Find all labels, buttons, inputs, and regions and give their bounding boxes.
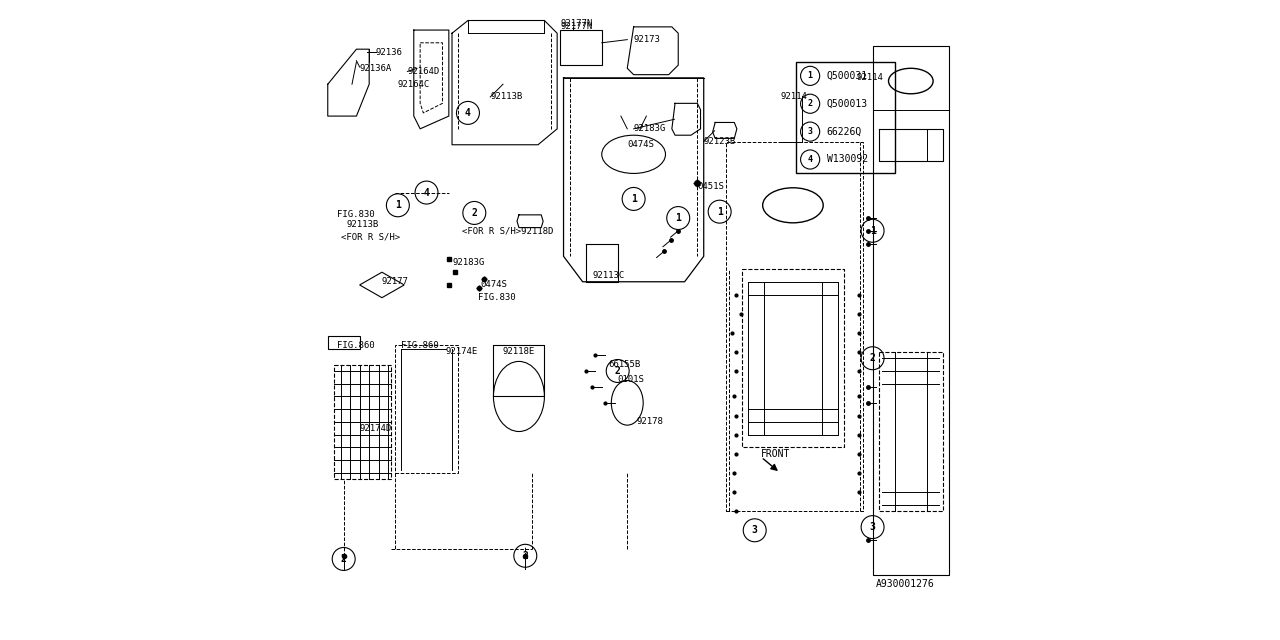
Text: 2: 2 bbox=[869, 353, 876, 364]
Text: 0451S: 0451S bbox=[698, 182, 724, 191]
Text: <FOR R S/H>: <FOR R S/H> bbox=[340, 233, 399, 242]
Text: 2: 2 bbox=[522, 551, 529, 561]
Text: 1: 1 bbox=[717, 207, 723, 217]
Text: 92164C: 92164C bbox=[398, 80, 430, 89]
Text: 1: 1 bbox=[396, 200, 401, 211]
Text: 92114: 92114 bbox=[781, 92, 808, 102]
Text: 4: 4 bbox=[808, 155, 813, 164]
Text: FIG.830: FIG.830 bbox=[477, 293, 515, 302]
Text: 1: 1 bbox=[808, 72, 813, 81]
Text: 2: 2 bbox=[808, 99, 813, 108]
Text: 1: 1 bbox=[869, 226, 876, 236]
Text: 4: 4 bbox=[465, 108, 471, 118]
Text: 92177: 92177 bbox=[381, 277, 408, 286]
Text: 1: 1 bbox=[631, 194, 636, 204]
Text: 3: 3 bbox=[808, 127, 813, 136]
Text: 0101S: 0101S bbox=[618, 375, 645, 384]
Text: 4: 4 bbox=[424, 188, 430, 198]
Text: 92174E: 92174E bbox=[445, 348, 477, 356]
Bar bbox=[561, 30, 602, 65]
Bar bbox=[394, 346, 458, 473]
Text: 1: 1 bbox=[676, 213, 681, 223]
Text: 92183G: 92183G bbox=[452, 258, 484, 267]
Text: 92123B: 92123B bbox=[704, 137, 736, 146]
Text: A930001276: A930001276 bbox=[876, 579, 934, 589]
Text: Q500013: Q500013 bbox=[827, 99, 868, 109]
Text: 92177N: 92177N bbox=[561, 19, 593, 28]
Text: 3: 3 bbox=[869, 522, 876, 532]
Text: 92174D: 92174D bbox=[360, 424, 392, 433]
Text: 92118E: 92118E bbox=[503, 348, 535, 356]
Bar bbox=[796, 62, 895, 173]
Text: 0474S: 0474S bbox=[627, 140, 654, 149]
Text: 2: 2 bbox=[340, 554, 347, 564]
Text: W130092: W130092 bbox=[827, 154, 868, 164]
Bar bbox=[493, 346, 544, 396]
Text: FIG.860: FIG.860 bbox=[338, 341, 375, 350]
Text: 92183G: 92183G bbox=[634, 124, 666, 133]
Text: 92113B: 92113B bbox=[347, 220, 379, 229]
Text: 92113B: 92113B bbox=[490, 92, 522, 102]
Text: 92113C: 92113C bbox=[593, 271, 625, 280]
Text: FRONT: FRONT bbox=[762, 449, 791, 459]
Text: FIG.830: FIG.830 bbox=[338, 211, 375, 220]
Text: 66226Q: 66226Q bbox=[827, 127, 861, 136]
Text: 92173: 92173 bbox=[634, 35, 660, 44]
Bar bbox=[328, 336, 360, 349]
Text: 92164D: 92164D bbox=[407, 67, 439, 76]
Text: 0474S: 0474S bbox=[481, 280, 508, 289]
Text: 66155B: 66155B bbox=[608, 360, 640, 369]
Text: 92177N: 92177N bbox=[561, 22, 593, 31]
Text: 3: 3 bbox=[751, 525, 758, 535]
Bar bbox=[873, 46, 948, 575]
Text: 92114: 92114 bbox=[856, 74, 883, 83]
Text: 92136: 92136 bbox=[375, 48, 402, 57]
Text: 2: 2 bbox=[471, 208, 477, 218]
Text: FIG.860: FIG.860 bbox=[401, 341, 439, 350]
Text: 92136A: 92136A bbox=[360, 64, 392, 73]
Text: 2: 2 bbox=[614, 366, 621, 376]
Text: <FOR R S/H>92118D: <FOR R S/H>92118D bbox=[462, 227, 553, 236]
Bar bbox=[726, 141, 863, 511]
Text: Q500031: Q500031 bbox=[827, 71, 868, 81]
Text: 92178: 92178 bbox=[637, 417, 664, 426]
